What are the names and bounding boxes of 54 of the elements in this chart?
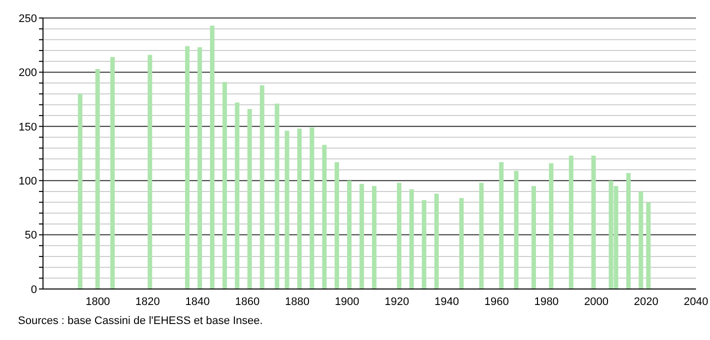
bar (409, 189, 414, 289)
bar (274, 104, 280, 289)
bar (532, 186, 536, 289)
bar (78, 94, 82, 289)
x-tick-label: 2020 (634, 296, 658, 308)
bar (372, 186, 376, 289)
bar (95, 68, 100, 289)
x-tick-label: 1980 (534, 296, 559, 308)
y-tick-label: 100 (18, 176, 37, 188)
x-tick-label: 1880 (284, 296, 310, 308)
bar (568, 156, 574, 289)
x-tick-label: 1800 (86, 296, 110, 308)
bar (396, 182, 402, 289)
bar (638, 191, 644, 289)
bar (591, 156, 596, 289)
bar (210, 26, 214, 289)
x-tick-label: 1960 (484, 296, 509, 308)
x-tick-label: 1940 (434, 296, 460, 308)
bar (310, 127, 314, 289)
bar (479, 182, 484, 289)
bar (360, 184, 364, 289)
bar (185, 46, 190, 289)
x-tick-label: 1900 (334, 296, 360, 308)
bar (322, 144, 327, 289)
y-tick-label: 250 (18, 12, 37, 25)
bar (148, 54, 152, 289)
bar (499, 162, 504, 289)
bar (297, 128, 302, 289)
bar (198, 47, 202, 289)
y-tick-label: 200 (18, 67, 37, 80)
x-tick-label: 2040 (684, 296, 708, 308)
x-tick-label: 2000 (584, 296, 609, 308)
x-tick-label: 1860 (235, 296, 260, 308)
y-tick-label: 0 (30, 284, 37, 296)
x-tick-label: 1820 (135, 296, 160, 308)
x-tick-label: 1920 (384, 296, 410, 308)
bar (260, 85, 264, 289)
bar (422, 200, 426, 289)
bar (347, 180, 352, 289)
source-note: Sources : base Cassini de l'EHESS et base Insee. (18, 315, 264, 327)
bar (110, 57, 115, 289)
bar (222, 82, 227, 289)
bar (234, 102, 240, 289)
bar (548, 163, 554, 289)
y-tick-label: 150 (18, 121, 37, 134)
bar (459, 198, 464, 289)
bar (646, 202, 651, 289)
bar (514, 170, 519, 289)
x-tick-label: 1840 (185, 296, 210, 308)
bar (434, 194, 439, 289)
bar (626, 173, 631, 289)
bar (247, 109, 252, 289)
bar (334, 162, 340, 289)
y-tick-label: 50 (24, 230, 37, 242)
